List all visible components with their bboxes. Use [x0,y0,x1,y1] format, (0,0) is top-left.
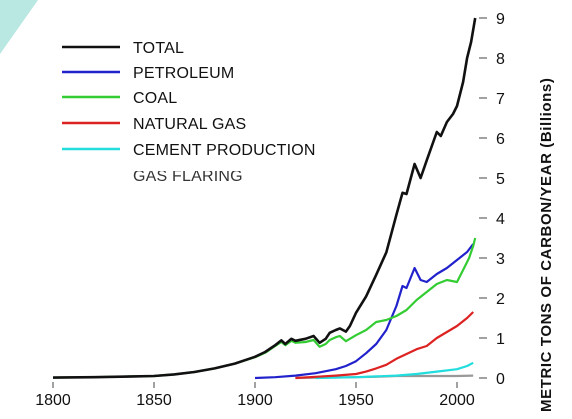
y-tick-label-2: 2 [496,291,505,308]
y-axis: 0 1 2 3 4 5 6 7 8 9 METRIC TONS OF CARBO… [479,11,555,412]
series-line-total [52,17,477,379]
y-tick-label-7: 7 [496,91,505,108]
y-tick-label-8: 8 [496,51,505,68]
corner-decoration [0,0,38,54]
series-line-natural-gas [295,311,474,380]
y-tick-label-3: 3 [496,251,505,268]
x-tick-label-1850: 1850 [136,392,172,409]
legend-label-gas-flaring: GAS FLARING [133,168,243,185]
legend-label-cement-production: CEMENT PRODUCTION [133,142,316,159]
legend-label-petroleum: PETROLEUM [133,65,234,82]
x-tick-label-2000: 2000 [439,392,475,409]
y-tick-label-4: 4 [496,211,505,228]
series-line-cement-production [315,361,474,380]
y-axis-title: METRIC TONS OF CARBON/YEAR (Billions) [538,78,555,412]
x-axis: 1800 1850 1900 1950 2000 [35,382,475,409]
y-tick-label-6: 6 [496,131,505,148]
y-tick-label-9: 9 [496,11,505,28]
series-line-coal [52,237,477,379]
legend-label-total: TOTAL [133,40,184,57]
x-tick-label-1800: 1800 [35,392,71,409]
y-tick-label-1: 1 [496,331,505,348]
x-tick-label-1900: 1900 [237,392,273,409]
legend-label-coal: COAL [133,90,177,107]
y-tick-label-0: 0 [496,371,505,388]
legend-label-natural-gas: NATURAL GAS [133,116,246,133]
series-layer [52,17,477,380]
legend-cover-band [60,159,360,171]
legend: TOTAL PETROLEUM COAL NATURAL GAS CEMENT … [60,40,360,185]
x-tick-label-1950: 1950 [338,392,374,409]
y-tick-label-5: 5 [496,171,505,188]
series-line-petroleum [254,243,475,380]
